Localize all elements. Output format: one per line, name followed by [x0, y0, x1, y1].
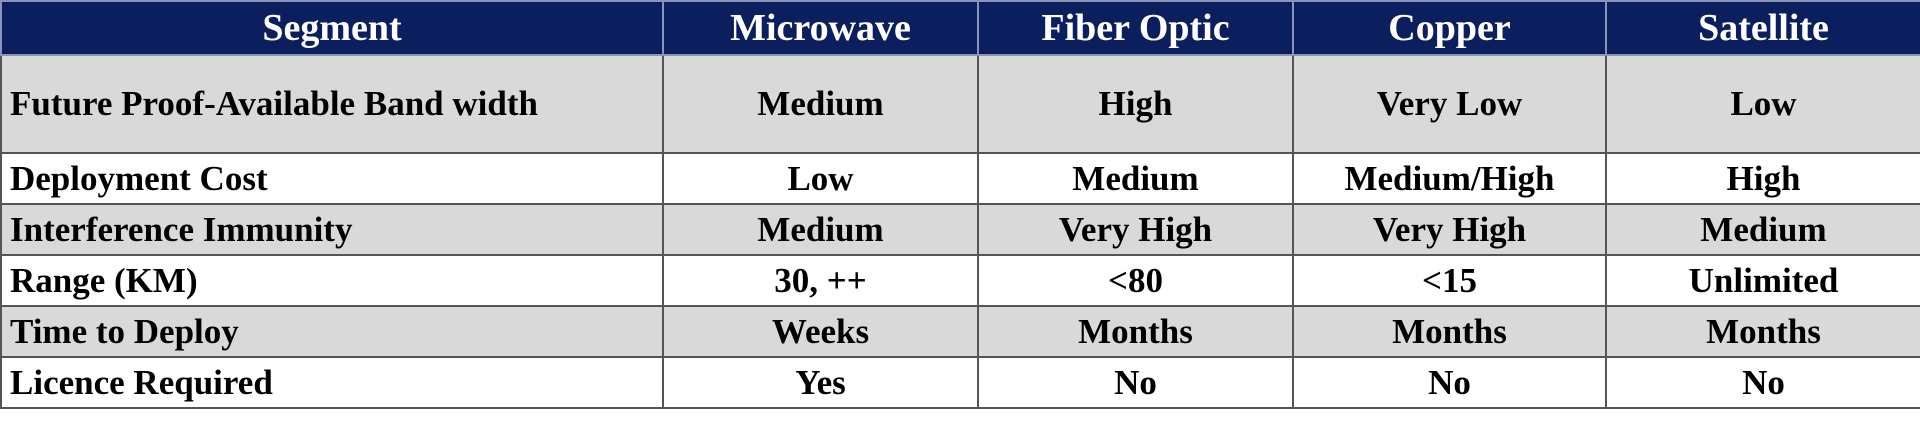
table-cell: Weeks	[662, 305, 979, 358]
table-cell: Months	[1605, 305, 1920, 358]
table-cell: Months	[977, 305, 1294, 358]
table-cell: 30, ++	[662, 254, 979, 307]
table-cell: Low	[662, 152, 979, 205]
row-label: Time to Deploy	[0, 305, 664, 358]
table-cell: High	[977, 54, 1294, 154]
comparison-table: Segment Microwave Fiber Optic Copper Satelli…	[0, 0, 1920, 409]
header-cell: Microwave	[662, 0, 979, 56]
row-label: Range (KM)	[0, 254, 664, 307]
table-row: Range (KM) 30, ++ <80 <15 Unlimited	[0, 254, 1920, 307]
table-cell: Months	[1292, 305, 1607, 358]
table-cell: No	[1605, 356, 1920, 409]
table-cell: <80	[977, 254, 1294, 307]
row-label: Deployment Cost	[0, 152, 664, 205]
header-cell: Fiber Optic	[977, 0, 1294, 56]
table-cell: High	[1605, 152, 1920, 205]
table-cell: Very High	[1292, 203, 1607, 256]
table-row: Time to Deploy Weeks Months Months Months	[0, 305, 1920, 358]
header-cell: Segment	[0, 0, 664, 56]
table-row: Deployment Cost Low Medium Medium/High High	[0, 152, 1920, 205]
table-row: Future Proof-Available Band width Medium H…	[0, 54, 1920, 154]
table-body: Future Proof-Available Band width Medium H…	[0, 54, 1920, 409]
table-cell: Medium/High	[1292, 152, 1607, 205]
table-cell: No	[1292, 356, 1607, 409]
header-cell: Copper	[1292, 0, 1607, 56]
table-cell: No	[977, 356, 1294, 409]
table-cell: Very High	[977, 203, 1294, 256]
table-cell: Medium	[977, 152, 1294, 205]
table-cell: Very Low	[1292, 54, 1607, 154]
table-cell: Medium	[662, 54, 979, 154]
row-label: Licence Required	[0, 356, 664, 409]
table-cell: <15	[1292, 254, 1607, 307]
table-cell: Medium	[662, 203, 979, 256]
table-cell: Yes	[662, 356, 979, 409]
header-cell: Satellite	[1605, 0, 1920, 56]
header-row: Segment Microwave Fiber Optic Copper Satelli…	[0, 0, 1920, 56]
table-cell: Medium	[1605, 203, 1920, 256]
table-row: Licence Required Yes No No No	[0, 356, 1920, 409]
table-cell: Low	[1605, 54, 1920, 154]
row-label: Future Proof-Available Band width	[0, 54, 664, 154]
row-label: Interference Immunity	[0, 203, 664, 256]
table-row: Interference Immunity Medium Very High Very…	[0, 203, 1920, 256]
table-cell: Unlimited	[1605, 254, 1920, 307]
